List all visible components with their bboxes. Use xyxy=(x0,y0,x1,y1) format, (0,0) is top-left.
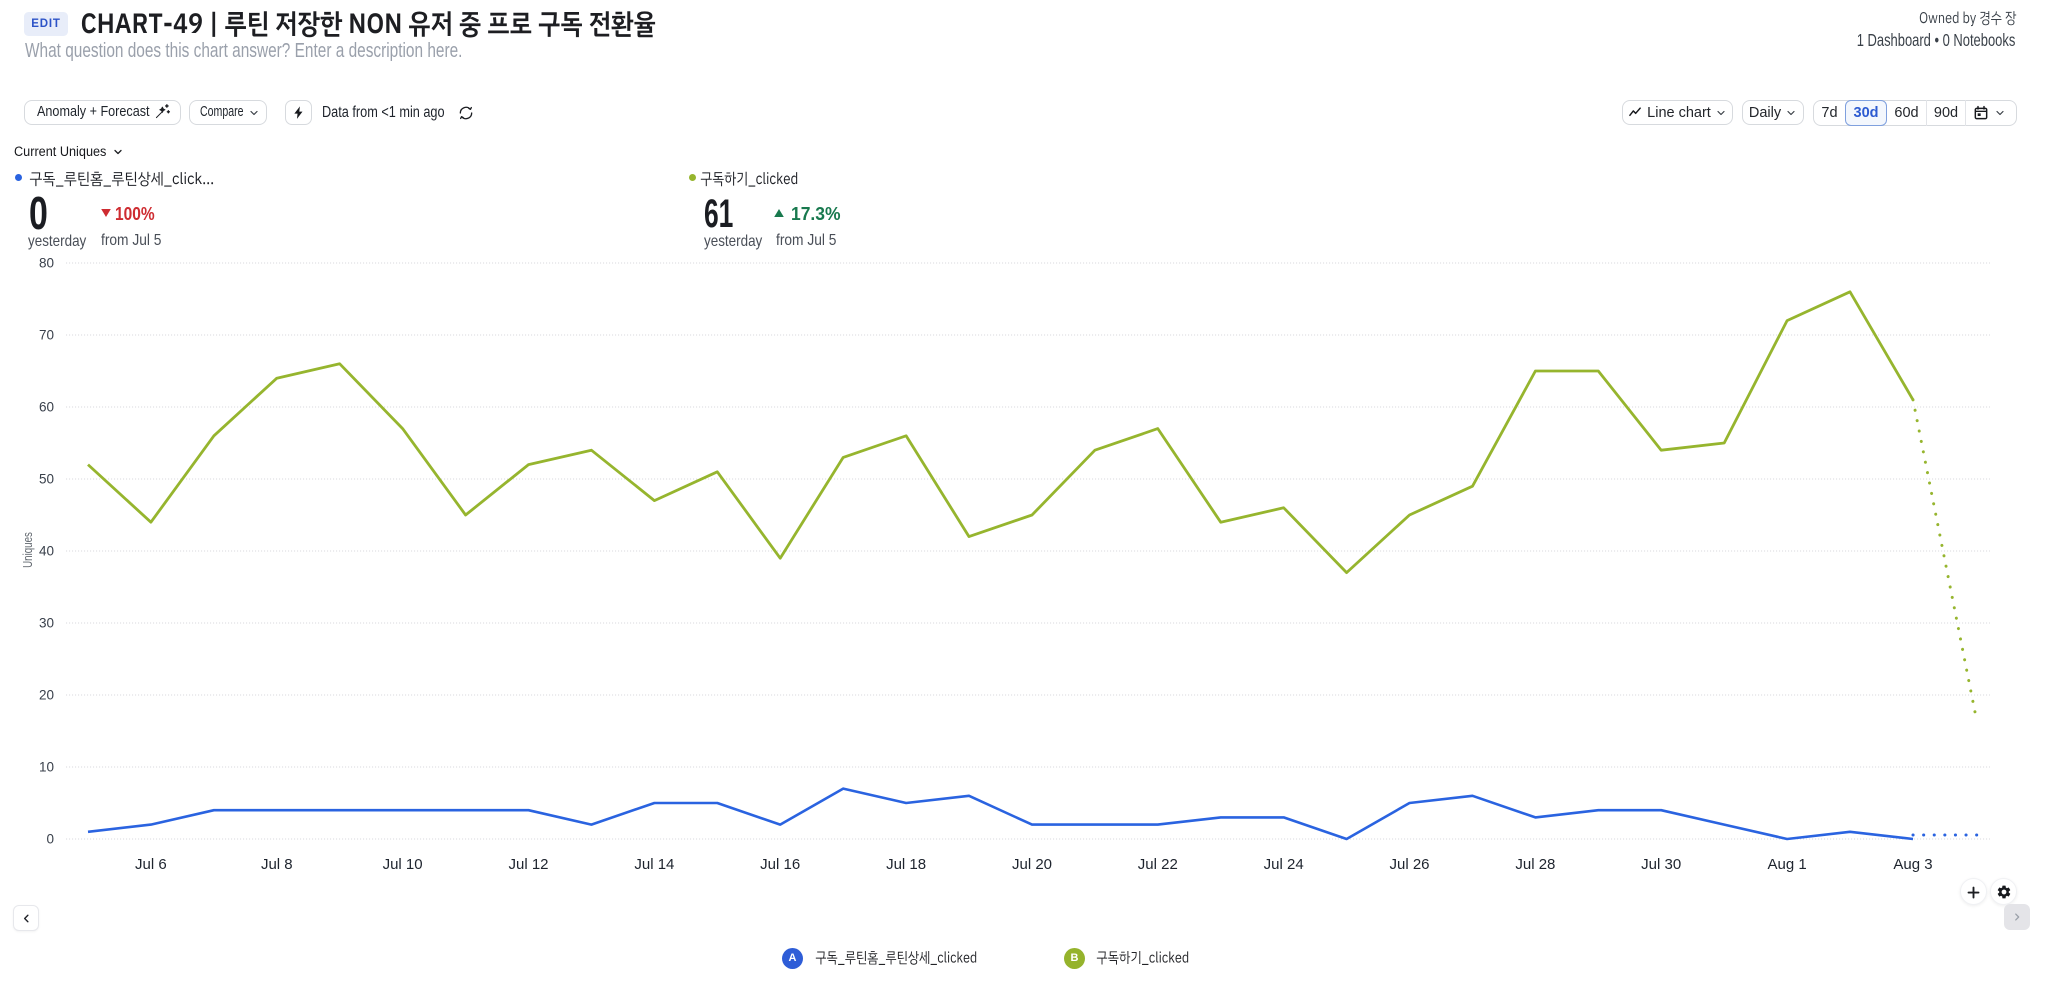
svg-text:Jul 22: Jul 22 xyxy=(1138,856,1178,873)
svg-text:Jul 24: Jul 24 xyxy=(1264,856,1304,873)
svg-text:40: 40 xyxy=(39,544,54,559)
svg-text:Jul 6: Jul 6 xyxy=(135,856,167,873)
svg-text:Uniques: Uniques xyxy=(22,532,35,568)
svg-text:Aug 3: Aug 3 xyxy=(1893,856,1932,873)
svg-text:Jul 28: Jul 28 xyxy=(1515,856,1555,873)
svg-text:Jul 14: Jul 14 xyxy=(634,856,674,873)
svg-text:70: 70 xyxy=(39,328,54,343)
svg-text:50: 50 xyxy=(39,472,54,487)
svg-text:Jul 20: Jul 20 xyxy=(1012,856,1052,873)
svg-text:10: 10 xyxy=(39,760,54,775)
svg-text:Jul 8: Jul 8 xyxy=(261,856,293,873)
svg-text:Jul 26: Jul 26 xyxy=(1389,856,1429,873)
svg-text:0: 0 xyxy=(46,832,54,847)
svg-text:Jul 10: Jul 10 xyxy=(383,856,423,873)
svg-text:30: 30 xyxy=(39,616,54,631)
svg-text:60: 60 xyxy=(39,400,54,415)
svg-text:Jul 16: Jul 16 xyxy=(760,856,800,873)
svg-text:Jul 18: Jul 18 xyxy=(886,856,926,873)
svg-text:Jul 12: Jul 12 xyxy=(508,856,548,873)
svg-text:80: 80 xyxy=(39,256,54,271)
svg-text:Jul 30: Jul 30 xyxy=(1641,856,1681,873)
svg-text:20: 20 xyxy=(39,688,54,703)
svg-text:Aug 1: Aug 1 xyxy=(1767,856,1806,873)
